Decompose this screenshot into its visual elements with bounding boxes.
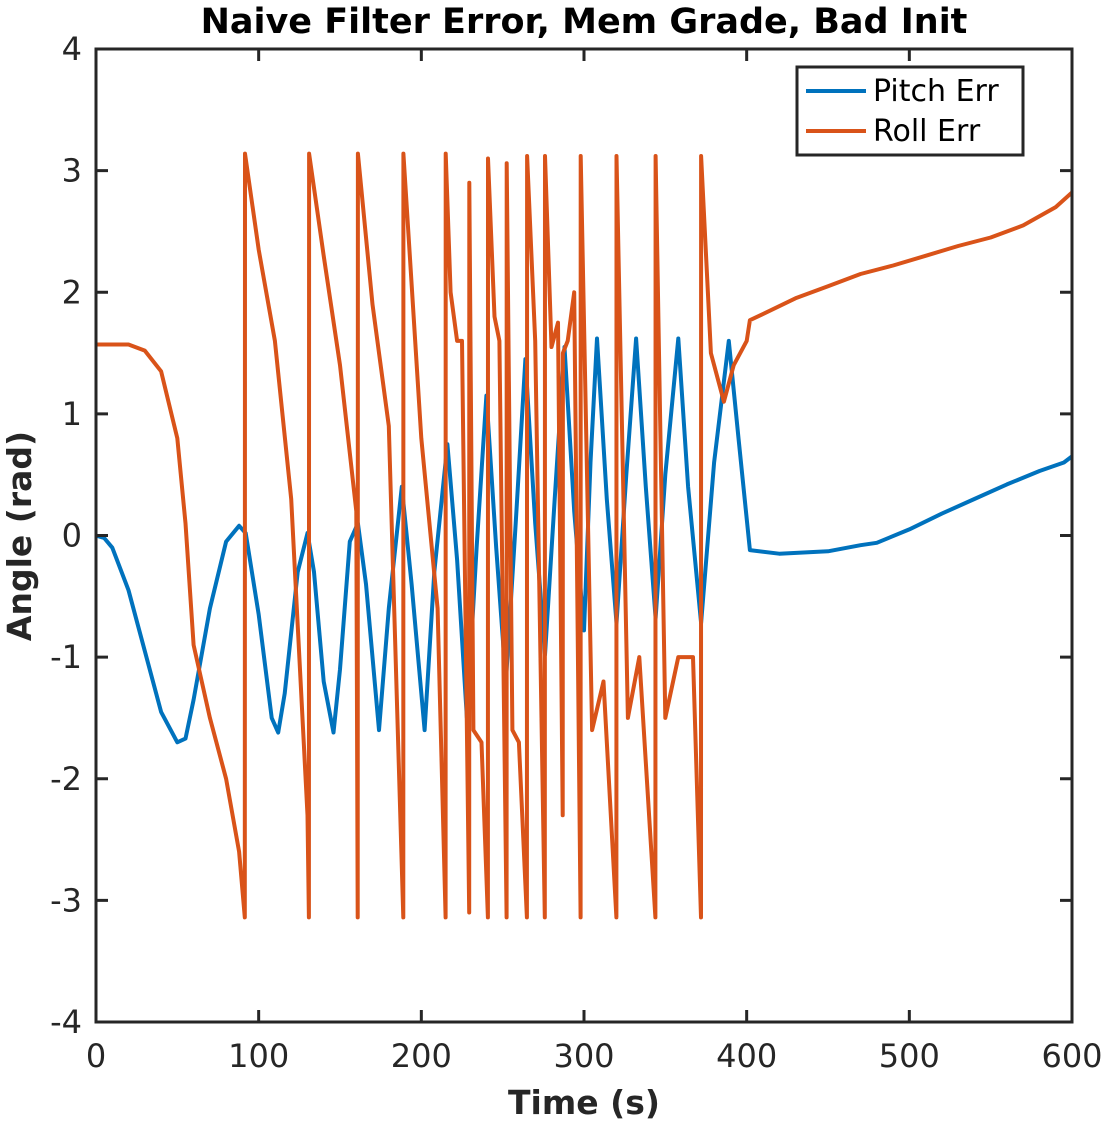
- y-tick-label: -2: [50, 760, 82, 798]
- chart-title: Naive Filter Error, Mem Grade, Bad Init: [201, 2, 968, 42]
- legend-label-roll: Roll Err: [873, 114, 981, 149]
- y-tick-label: 4: [62, 30, 82, 68]
- x-axis-label: Time (s): [508, 1083, 660, 1122]
- y-tick-label: -3: [50, 881, 82, 919]
- y-tick-label: -4: [50, 1003, 82, 1041]
- x-tick-label: 0: [86, 1037, 106, 1075]
- y-tick-label: 1: [62, 395, 82, 433]
- y-tick-label: 0: [62, 517, 82, 555]
- x-tick-label: 500: [879, 1037, 940, 1075]
- legend-box: [795, 65, 1025, 157]
- x-tick-label: 300: [553, 1037, 614, 1075]
- plot-area: [96, 151, 1072, 920]
- ticks-layer: 0 100 200 300 400 500 600 -4 -3 -2 -1 0 1 2 3 4: [50, 30, 1102, 1075]
- series-line-roll-err: [96, 151, 1072, 920]
- series-layer: [96, 151, 1072, 920]
- y-tick-label: -1: [50, 638, 82, 676]
- series-line-pitch-err: [96, 336, 1072, 745]
- legend-label-pitch: Pitch Err: [873, 74, 999, 109]
- x-tick-label: 400: [716, 1037, 777, 1075]
- legend: Pitch Err Roll Err: [795, 65, 1025, 157]
- x-tick-label: 100: [228, 1037, 289, 1075]
- x-tick-label: 200: [391, 1037, 452, 1075]
- y-tick-label: 2: [62, 273, 82, 311]
- x-tick-label: 600: [1041, 1037, 1102, 1075]
- y-tick-label: 3: [62, 152, 82, 190]
- y-axis-label: Angle (rad): [0, 431, 39, 641]
